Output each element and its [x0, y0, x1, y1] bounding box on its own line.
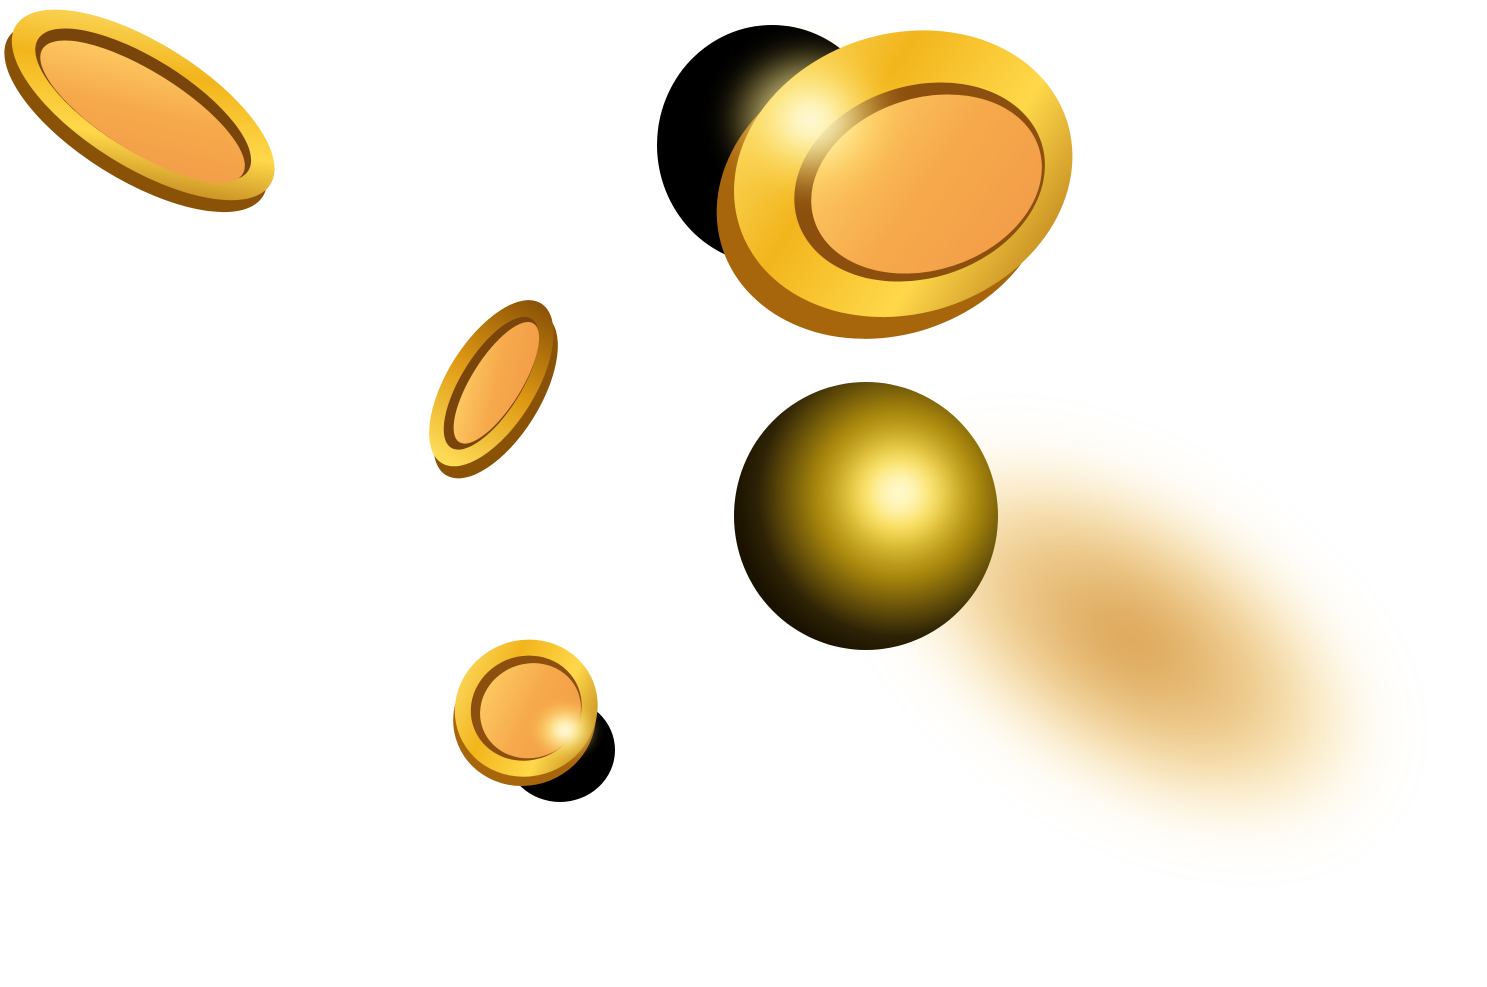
- coin-bottom-left: [453, 639, 598, 787]
- coin-mid-left: [429, 300, 558, 479]
- motion-blur-trail: [879, 444, 1381, 836]
- coin-top-left: [4, 9, 275, 213]
- coin-center-blurred: [734, 382, 998, 650]
- glint-bottom-left: [531, 700, 599, 760]
- glint-top-center: [720, 40, 900, 200]
